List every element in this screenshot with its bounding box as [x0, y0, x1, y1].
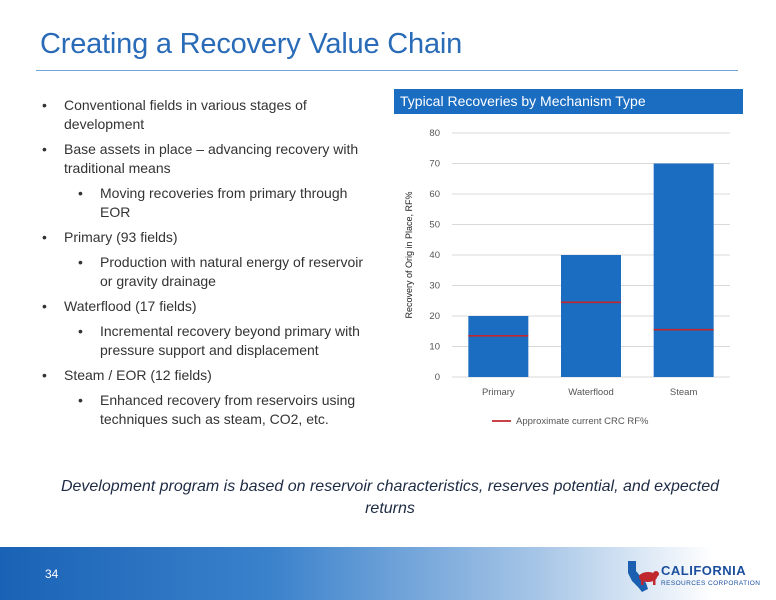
x-tick-label: Waterflood	[568, 387, 614, 398]
bullet-item: Waterflood (17 fields)	[40, 297, 370, 316]
logo-subtext: RESOURCES CORPORATION	[661, 580, 761, 587]
page-number: 34	[45, 567, 59, 581]
sub-bullet-item: Moving recoveries from primary through E…	[40, 184, 370, 222]
recovery-bar-chart: 0 10 20 30 40 50 60 70 80 Recovery of Orig in Pla…	[404, 128, 730, 427]
tagline: Development program is based on reservoi…	[60, 478, 720, 517]
logo-text: CALIFORNIA	[661, 563, 747, 578]
bullet-item: Base assets in place – advancing recover…	[40, 140, 370, 178]
y-tick-label: 50	[429, 220, 440, 231]
x-tick-label: Primary	[482, 387, 515, 398]
sub-bullet-item: Incremental recovery beyond primary with…	[40, 322, 370, 360]
bar	[653, 163, 714, 377]
sub-bullet-item: Production with natural energy of reserv…	[40, 253, 370, 291]
legend-label: Approximate current CRC RF%	[516, 416, 649, 427]
sub-bullet-item: Enhanced recovery from reservoirs using …	[40, 391, 370, 429]
chart-title: Typical Recoveries by Mechanism Type	[394, 89, 743, 114]
x-tick-label: Steam	[670, 387, 698, 398]
company-logo	[628, 561, 659, 592]
y-tick-label: 70	[429, 159, 440, 170]
bullet-item: Primary (93 fields)	[40, 228, 370, 247]
bullet-item: Steam / EOR (12 fields)	[40, 366, 370, 385]
y-tick-label: 30	[429, 281, 440, 292]
bullet-list: Conventional fields in various stages of…	[40, 96, 370, 435]
title-divider	[36, 70, 738, 71]
y-tick-label: 10	[429, 342, 440, 353]
slide-title: Creating a Recovery Value Chain	[40, 28, 463, 60]
bar	[561, 255, 621, 377]
bar	[468, 316, 529, 377]
y-tick-label: 40	[429, 250, 440, 261]
y-tick-label: 20	[429, 311, 440, 322]
y-tick-label: 80	[429, 128, 440, 139]
y-tick-label: 0	[435, 372, 440, 383]
y-tick-label: 60	[429, 189, 440, 200]
bullet-item: Conventional fields in various stages of…	[40, 96, 370, 134]
y-axis-label: Recovery of Orig in Place, RF%	[404, 191, 414, 318]
